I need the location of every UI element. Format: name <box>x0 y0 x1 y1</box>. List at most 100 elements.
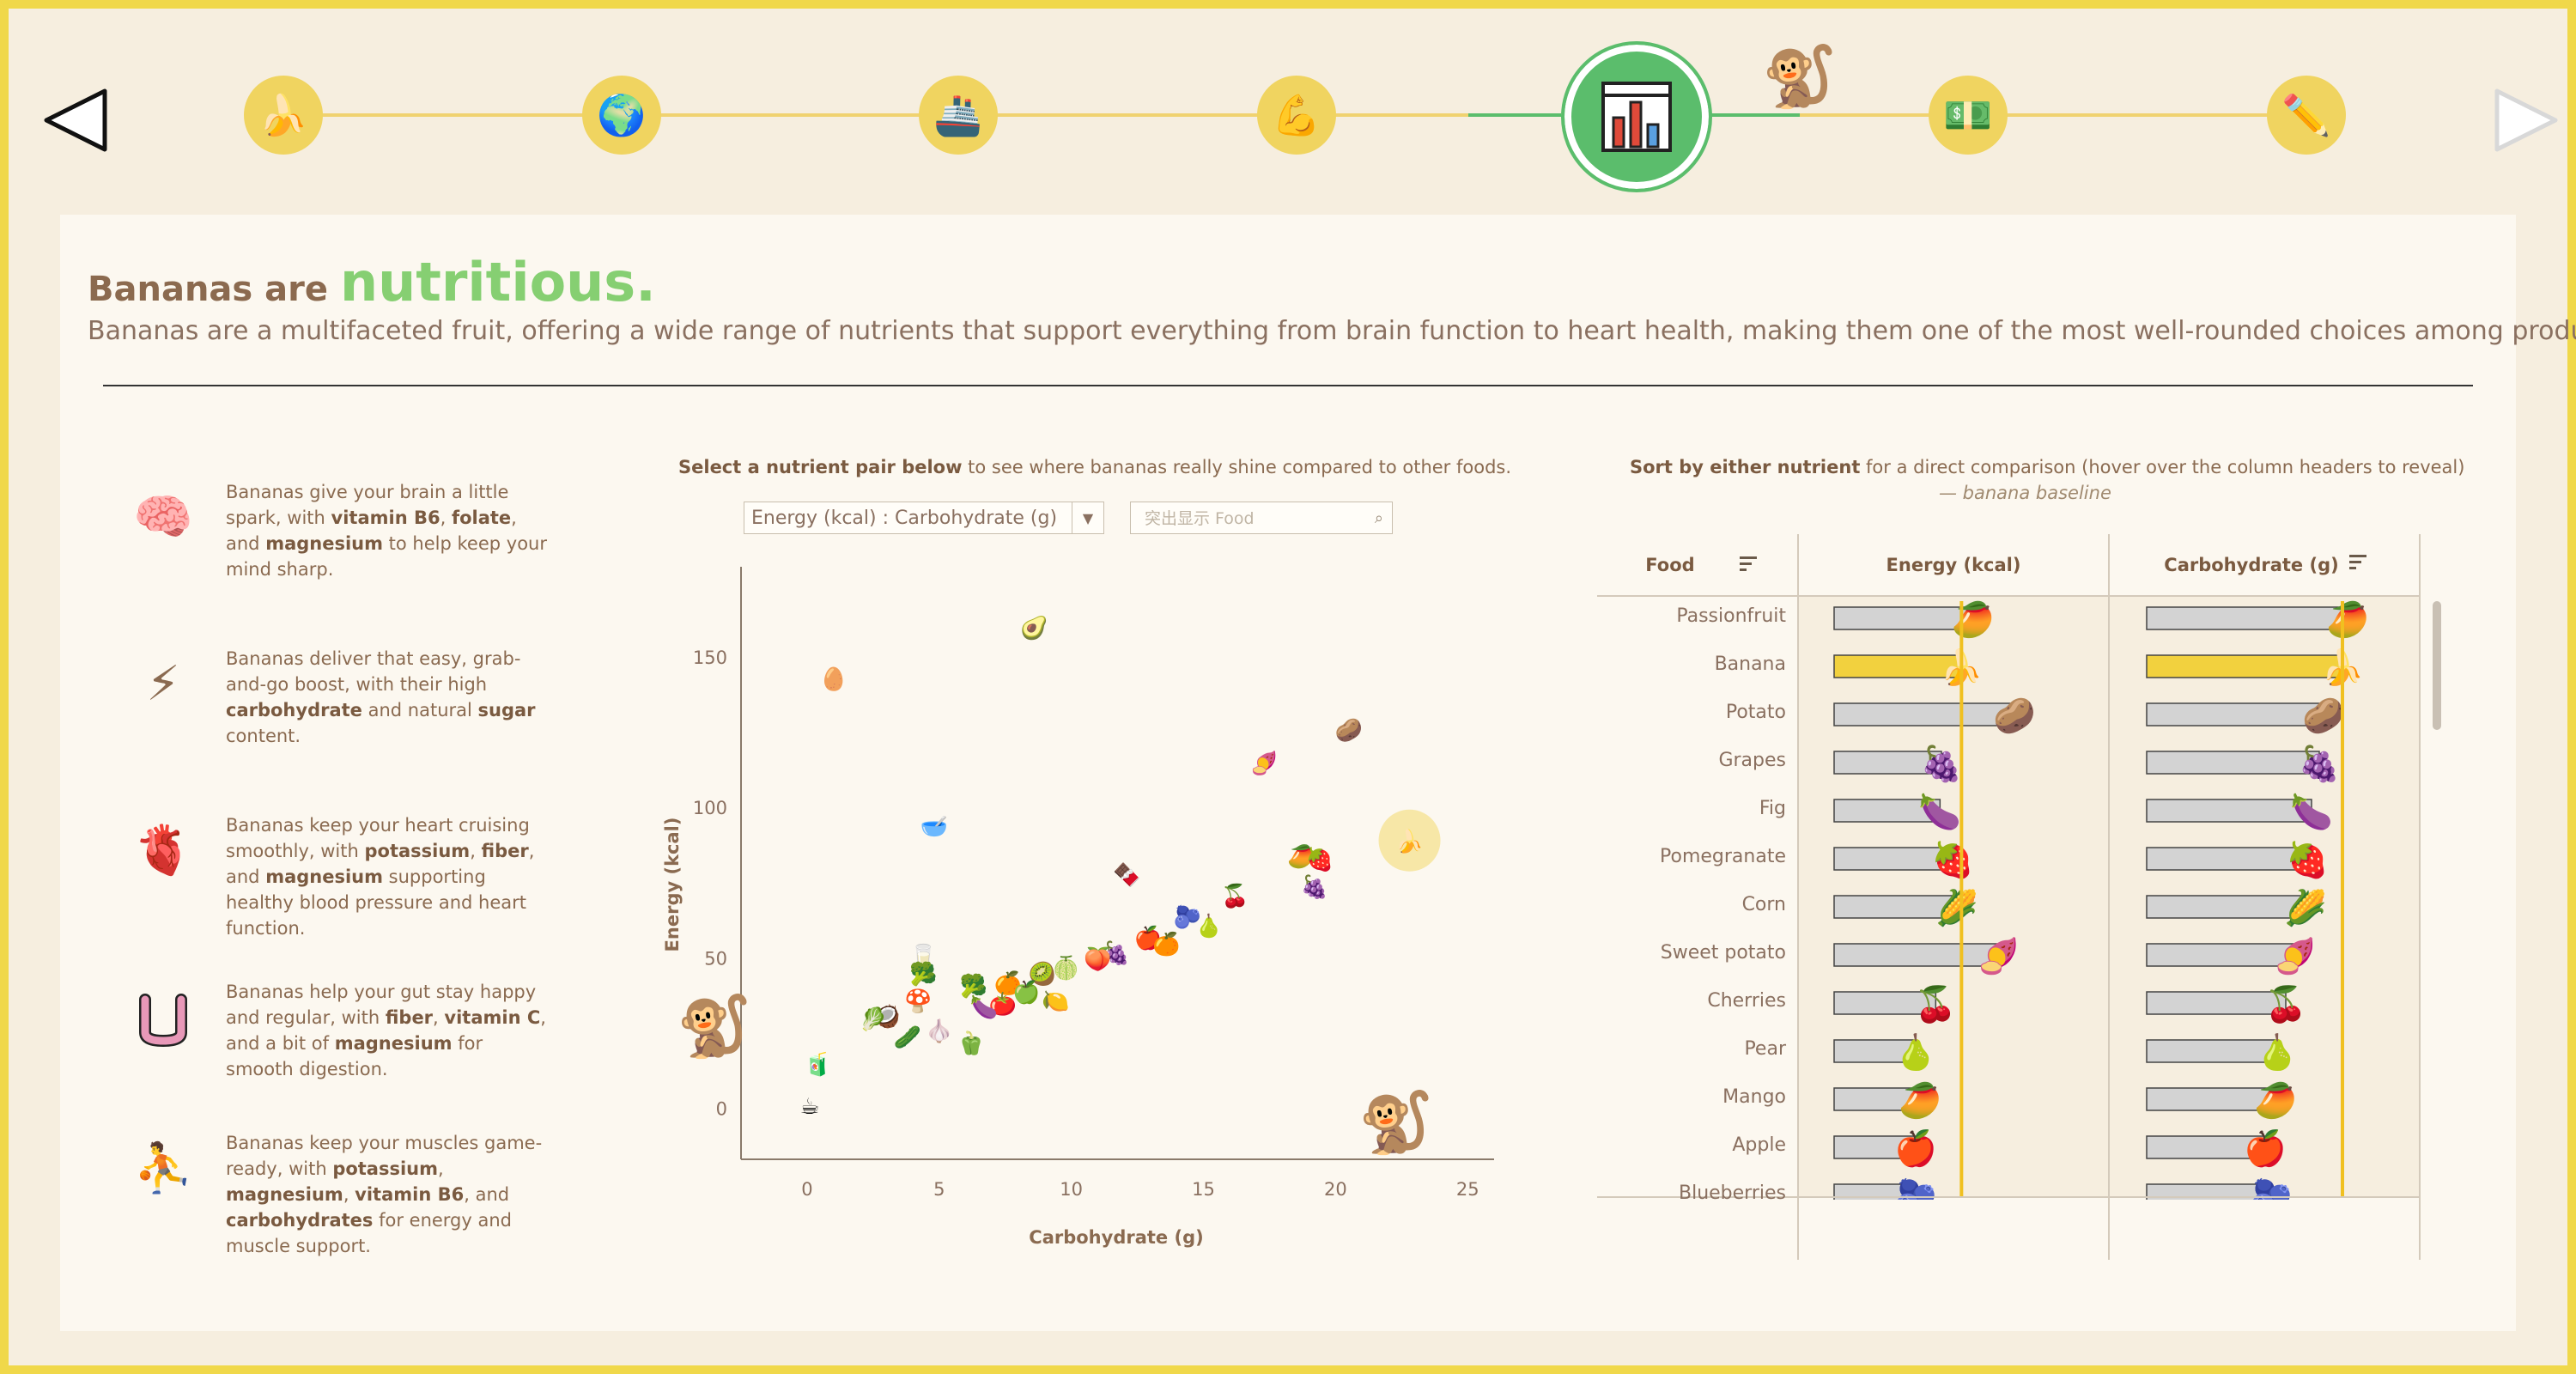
scatter-point[interactable]: 🍊 <box>994 970 1024 996</box>
carb-bar[interactable] <box>2146 943 2296 967</box>
x-axis-label: Carbohydrate (g) <box>1029 1227 1203 1248</box>
scatter-point[interactable]: 🥣 <box>920 814 947 840</box>
benefit-keyword: sugar <box>477 700 536 720</box>
scatter-point[interactable]: 🧄 <box>926 1018 953 1044</box>
scatter-point[interactable]: 🍑 <box>1084 945 1111 972</box>
energy-bar[interactable] <box>1833 1087 1921 1111</box>
carb-bar[interactable] <box>2146 1087 2276 1111</box>
benefit-text-part: , <box>470 841 482 861</box>
ship-icon: 🚢 <box>933 92 983 138</box>
table-row-food: Corn <box>1741 894 1786 915</box>
carb-bar[interactable] <box>2146 1135 2266 1159</box>
scatter-point[interactable]: 🥥 <box>872 1003 900 1030</box>
scatter-point[interactable]: 🍊 <box>1152 931 1182 958</box>
column-header-energy[interactable]: Energy (kcal) <box>1798 534 2109 596</box>
energy-bar[interactable] <box>1833 847 1954 871</box>
scatter-point[interactable]: 🍇 <box>1301 873 1328 900</box>
energy-bar[interactable] <box>1833 991 1937 1015</box>
x-tick-label: 0 <box>801 1179 812 1200</box>
energy-bar[interactable] <box>1833 751 1942 775</box>
table-row-food: Sweet potato <box>1660 942 1786 964</box>
scatter-point[interactable]: 🥬 <box>860 1006 887 1032</box>
sort-icon[interactable] <box>2346 550 2372 575</box>
scatter-point[interactable]: 🥒 <box>894 1024 921 1050</box>
scatter-point[interactable]: 🍒 <box>1221 883 1249 909</box>
energy-bar[interactable] <box>1833 943 2000 967</box>
carb-bar[interactable] <box>2146 799 2312 823</box>
scatter-point[interactable]: 🍈 <box>1052 954 1079 982</box>
nav-step-nutrition-active[interactable] <box>1561 41 1712 192</box>
scatter-point[interactable]: 🫑 <box>957 1030 985 1056</box>
scatter-hint-bold: Select a nutrient pair below <box>678 457 963 477</box>
energy-bar[interactable] <box>1833 654 1963 678</box>
scatter-point[interactable]: 🍠 <box>1250 751 1278 777</box>
food-highlight-search[interactable]: 突出显示 Food ⌕ <box>1130 502 1393 534</box>
scatter-point[interactable]: 🥝 <box>1029 959 1056 988</box>
column-header-food[interactable]: Food <box>1597 534 1743 596</box>
scatter-point[interactable]: 🍫 <box>1113 861 1140 888</box>
carb-bar[interactable] <box>2146 895 2306 919</box>
progress-line-active <box>1468 113 1561 117</box>
scatter-point[interactable]: 🥑 <box>1020 613 1048 641</box>
table-scrollbar-thumb[interactable] <box>2433 601 2441 730</box>
carb-bar[interactable] <box>2146 702 2324 727</box>
nav-step-money[interactable]: 💵 <box>1929 76 2008 155</box>
scatter-point[interactable]: 🍅 <box>988 991 1016 1018</box>
energy-bar[interactable] <box>1833 606 1974 630</box>
bar-chart-icon <box>1601 82 1672 152</box>
scatter-point[interactable]: 🫐 <box>1174 903 1201 930</box>
nav-step-banana[interactable]: 🍌 <box>244 76 323 155</box>
divider <box>103 385 2473 386</box>
energy-bar[interactable] <box>1833 1039 1917 1063</box>
benefit-text-part: Bananas help your gut stay happy and reg… <box>226 982 537 1028</box>
scatter-point[interactable]: 🍌 <box>1395 829 1423 855</box>
monkey-icon: 🐒 <box>1358 1087 1434 1158</box>
carb-bar-icon: 🥭 <box>2326 599 2369 640</box>
scatter-point[interactable]: 🥭 <box>1287 843 1315 870</box>
nav-step-pencil[interactable]: ✏️ <box>2267 76 2346 155</box>
scatter-point[interactable]: 🍎 <box>1134 924 1162 951</box>
energy-bar[interactable] <box>1833 799 1941 823</box>
scatter-point[interactable]: 🍓 <box>1306 847 1334 873</box>
scatter-point[interactable]: 🍏 <box>1012 979 1040 1006</box>
scatter-point[interactable]: 🍇 <box>1103 939 1130 966</box>
energy-bar[interactable] <box>1833 895 1959 919</box>
carb-bar[interactable] <box>2146 606 2348 630</box>
table-hint: Sort by either nutrient for a direct com… <box>1630 457 2464 477</box>
scatter-point[interactable]: ☕ <box>799 1094 819 1120</box>
scatter-point[interactable]: 🍄 <box>904 988 932 1014</box>
carb-bar[interactable] <box>2146 847 2308 871</box>
chevron-down-icon[interactable]: ▼ <box>1072 502 1103 533</box>
energy-bar-icon: 🥔 <box>1993 696 2036 736</box>
carb-bar[interactable] <box>2146 751 2320 775</box>
benefit-keyword: folate <box>451 508 512 528</box>
benefit-keyword: magnesium <box>226 1184 343 1205</box>
nav-step-shipping[interactable]: 🚢 <box>919 76 998 155</box>
scatter-point[interactable]: 🥦 <box>909 960 937 988</box>
table-footer <box>1597 1200 2420 1264</box>
scatter-point[interactable]: 🥔 <box>1335 717 1363 744</box>
nutrient-pair-select[interactable]: Energy (kcal) : Carbohydrate (g) ▼ <box>744 502 1104 534</box>
back-arrow-icon[interactable] <box>39 86 117 155</box>
carb-bar[interactable] <box>2146 991 2287 1015</box>
scatter-point[interactable]: 🍋 <box>1042 988 1069 1014</box>
carb-bar[interactable] <box>2146 1039 2278 1063</box>
scatter-point[interactable]: 🍆 <box>970 994 998 1020</box>
energy-bar[interactable] <box>1833 702 2015 727</box>
scatter-point[interactable]: 🥛 <box>909 943 937 970</box>
scatter-point[interactable]: 🥚 <box>820 666 848 693</box>
scatter-point[interactable]: 🥦 <box>960 972 987 1000</box>
benefit-keyword: fiber <box>481 841 529 861</box>
sort-icon[interactable] <box>1736 551 1762 577</box>
column-header-carbohydrate[interactable]: Carbohydrate (g) <box>2109 534 2394 596</box>
carb-bar[interactable] <box>2146 654 2343 678</box>
energy-bar[interactable] <box>1833 1135 1917 1159</box>
search-icon[interactable]: ⌕ <box>1374 509 1383 527</box>
table-row-food: Apple <box>1732 1134 1786 1156</box>
scatter-point[interactable]: 🍐 <box>1194 913 1222 939</box>
scatter-point[interactable]: 🧃 <box>804 1051 831 1078</box>
forward-arrow-icon[interactable] <box>2485 86 2562 155</box>
energy-bar-icon: 🍇 <box>1920 744 1963 784</box>
nav-step-strength[interactable]: 💪 <box>1257 76 1336 155</box>
nav-step-globe[interactable]: 🌍 <box>582 76 661 155</box>
